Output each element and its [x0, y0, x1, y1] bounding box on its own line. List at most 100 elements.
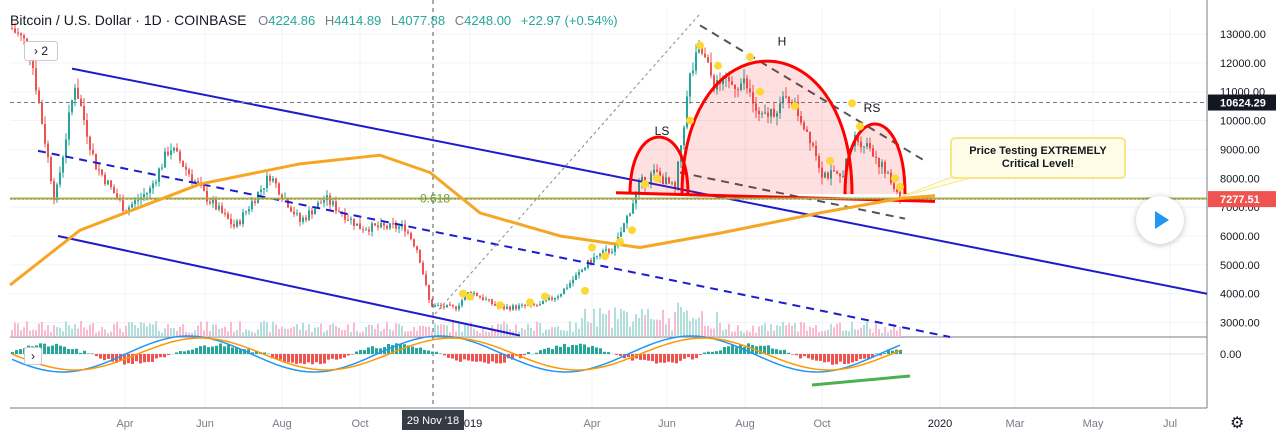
macd-histogram-bar	[567, 347, 570, 354]
volume-bar	[209, 331, 211, 337]
macd-histogram-bar	[787, 352, 790, 354]
candle-body	[770, 108, 772, 117]
candle-body	[272, 178, 274, 182]
candle-body	[353, 218, 355, 226]
volume-bar	[749, 331, 751, 337]
macd-histogram-bar	[311, 354, 314, 365]
volume-bar	[473, 328, 475, 337]
macd-histogram-bar	[339, 354, 342, 359]
grid	[10, 0, 1208, 409]
volume-bar	[206, 321, 208, 337]
volume-bar	[26, 321, 28, 337]
macd-histogram-bar	[827, 354, 830, 362]
macd-histogram-bar	[327, 354, 330, 360]
volume-bar	[476, 330, 478, 337]
candle-body	[884, 162, 886, 174]
indicators-toggle-button[interactable]: › 2	[24, 41, 58, 61]
macd-histogram-bar	[359, 350, 362, 354]
play-icon[interactable]	[1136, 196, 1184, 244]
volume-bar	[452, 321, 454, 337]
candle-body	[860, 141, 862, 148]
candle-body	[368, 229, 370, 232]
volume-bar	[545, 329, 547, 337]
candle-body	[773, 108, 775, 117]
candle-body	[755, 103, 757, 111]
volume-bar	[203, 330, 205, 337]
volume-bar	[281, 326, 283, 337]
volume-bar	[887, 332, 889, 337]
candle-body	[455, 306, 457, 310]
macd-histogram-bar	[875, 353, 878, 354]
volume-bar	[899, 326, 901, 337]
volume-bar	[866, 321, 868, 337]
volume-bar	[698, 317, 700, 337]
volume-bar	[740, 330, 742, 337]
volume-bar	[644, 314, 646, 337]
macd-histogram-bar	[683, 354, 686, 359]
candle-body	[722, 77, 724, 84]
volume-bar	[806, 330, 808, 337]
volume-bar	[215, 324, 217, 337]
volume-bar	[821, 331, 823, 337]
volume-bar	[641, 309, 643, 337]
volume-bar	[662, 309, 664, 337]
candle-body	[887, 172, 889, 174]
candle-body	[737, 89, 739, 91]
volume-bar	[578, 328, 580, 337]
symbol-title[interactable]: Bitcoin / U.S. Dollar · 1D · COINBASE	[10, 12, 247, 28]
candle-body	[557, 296, 559, 298]
candle-body	[830, 170, 832, 179]
candle-body	[215, 199, 217, 210]
moving-average-line	[9, 153, 936, 287]
macd-histogram-bar	[823, 354, 826, 363]
candle-body	[446, 304, 448, 308]
volume-bar	[863, 324, 865, 337]
pattern-label: LS	[655, 124, 670, 138]
macd-histogram-bar	[807, 354, 810, 359]
macd-histogram-bar	[627, 354, 630, 358]
volume-bar	[227, 331, 229, 337]
macd-histogram-bar	[603, 351, 606, 354]
volume-bar	[275, 324, 277, 337]
volume-bar	[50, 331, 52, 337]
volume-bar	[239, 321, 241, 337]
candle-body	[521, 304, 523, 306]
volume-bar	[164, 328, 166, 337]
macd-histogram-bar	[111, 354, 114, 362]
macd-histogram-bar	[83, 350, 86, 354]
callout-note[interactable]: Price Testing EXTREMELY Critical Level!	[950, 137, 1126, 179]
candle-body	[827, 172, 829, 179]
marker-dot	[856, 122, 864, 131]
marker-dot	[686, 116, 694, 125]
macd-histogram-bar	[439, 353, 442, 354]
candle-body	[440, 305, 442, 307]
volume-bar	[305, 330, 307, 337]
candle-body	[485, 299, 487, 301]
macd-histogram-bar	[551, 349, 554, 354]
macd-histogram-bar	[587, 347, 590, 354]
macd-histogram-bar	[375, 348, 378, 354]
volume-bar	[554, 327, 556, 337]
marker-dot	[616, 237, 624, 246]
marker-dot	[628, 226, 636, 235]
candle-body	[182, 160, 184, 167]
macd-histogram-bar	[395, 343, 398, 354]
candle-body	[701, 45, 703, 54]
volume-bar	[173, 327, 175, 337]
candle-body	[893, 183, 895, 190]
macd-collapse-button[interactable]: ›	[24, 347, 42, 365]
macd-histogram-bar	[483, 354, 486, 363]
candle-body	[98, 169, 100, 171]
gear-icon[interactable]: ⚙	[1230, 415, 1245, 432]
price-tick-label: 12000.00	[1220, 58, 1266, 70]
candle-body	[566, 287, 568, 289]
macd-histogram-bar	[199, 346, 202, 354]
volume-bar	[638, 318, 640, 337]
marker-dot	[459, 289, 467, 298]
volume-bar	[785, 325, 787, 337]
volume-bar	[338, 327, 340, 337]
macd-histogram-bar	[187, 350, 190, 354]
macd-histogram-bar	[831, 354, 834, 365]
candle-body	[155, 182, 157, 184]
